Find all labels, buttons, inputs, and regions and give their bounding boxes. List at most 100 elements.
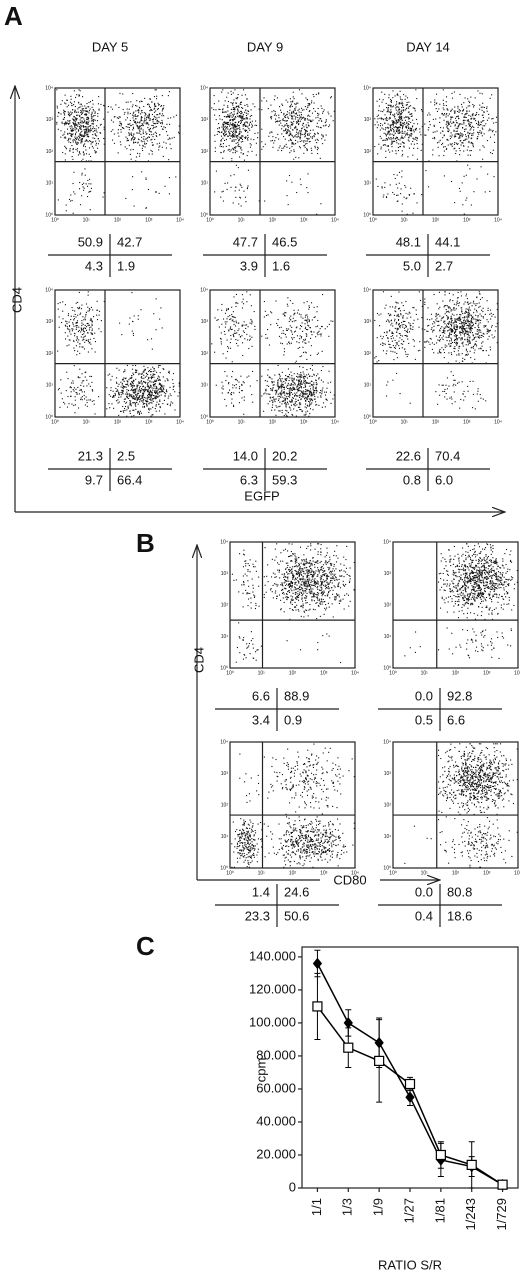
dot — [132, 402, 134, 404]
dot — [468, 100, 470, 102]
dot — [238, 139, 240, 141]
dot — [456, 133, 458, 135]
dot — [286, 303, 288, 305]
dot — [141, 100, 143, 103]
dot — [121, 384, 123, 386]
dot — [298, 387, 300, 389]
dot — [288, 379, 290, 382]
dot — [230, 108, 232, 110]
dot — [136, 371, 138, 373]
dot — [240, 197, 242, 199]
dot — [138, 396, 140, 398]
dot — [396, 112, 398, 114]
dot — [121, 382, 123, 384]
dot — [458, 302, 461, 304]
dot — [89, 125, 92, 127]
dot — [317, 139, 319, 141]
dot — [304, 376, 307, 378]
dot — [393, 134, 395, 136]
dot — [92, 116, 94, 118]
dot — [75, 96, 77, 98]
dot — [410, 143, 412, 145]
dot — [89, 338, 91, 340]
dot — [291, 123, 293, 125]
dot — [328, 335, 330, 337]
dot — [281, 128, 283, 130]
dot — [85, 303, 88, 305]
dot — [233, 316, 235, 318]
dot — [256, 380, 258, 382]
dot — [146, 373, 149, 375]
dot — [242, 115, 244, 117]
dot — [144, 368, 146, 370]
dot — [408, 123, 410, 126]
dot — [224, 326, 226, 328]
dot — [242, 125, 244, 127]
dot — [447, 115, 449, 117]
dot — [93, 403, 95, 405]
dot — [466, 197, 468, 199]
dot — [235, 302, 237, 304]
dot — [395, 311, 397, 313]
dot — [234, 121, 236, 124]
dot — [311, 302, 313, 304]
dot — [281, 409, 283, 411]
dot — [286, 123, 288, 125]
dot — [243, 382, 245, 384]
dot — [384, 129, 386, 131]
dot — [243, 190, 245, 192]
dot — [87, 294, 89, 296]
dot — [493, 176, 495, 178]
dot — [419, 349, 421, 351]
dot — [81, 346, 83, 348]
dot — [478, 123, 480, 125]
dot — [233, 296, 235, 298]
dot — [381, 124, 384, 126]
dot — [489, 136, 492, 138]
dot — [326, 326, 328, 328]
dot — [172, 388, 174, 391]
dot — [279, 392, 281, 394]
dot — [233, 392, 235, 394]
dot — [249, 143, 251, 145]
dot — [85, 396, 87, 398]
dot — [147, 127, 149, 129]
dot — [464, 134, 467, 136]
dot — [283, 391, 285, 393]
dot — [459, 93, 461, 96]
dot — [406, 197, 408, 199]
dot — [400, 314, 402, 316]
dot — [321, 138, 323, 140]
dot — [290, 127, 292, 129]
dot — [394, 320, 396, 322]
dot — [408, 107, 410, 109]
dot — [137, 127, 139, 129]
dot — [283, 354, 285, 356]
dot — [296, 128, 298, 131]
dot-cloud — [57, 291, 180, 417]
dot — [243, 89, 245, 91]
dot — [303, 395, 305, 397]
dot — [293, 403, 295, 405]
dot — [379, 325, 381, 327]
dot — [155, 390, 157, 392]
dot — [73, 128, 75, 130]
dot — [397, 187, 399, 189]
dot — [119, 141, 121, 143]
dot — [136, 115, 138, 117]
dot — [126, 397, 128, 399]
dot — [299, 408, 301, 411]
dot — [404, 131, 406, 133]
dot — [83, 144, 85, 146]
dot — [241, 325, 243, 327]
dot — [81, 373, 83, 375]
dot — [116, 382, 118, 384]
dot — [124, 370, 126, 372]
dot — [155, 387, 157, 389]
dot — [122, 392, 124, 394]
dot — [306, 127, 308, 129]
dot — [111, 375, 113, 377]
dot — [261, 335, 263, 337]
dot — [305, 413, 307, 415]
dot — [145, 381, 147, 383]
